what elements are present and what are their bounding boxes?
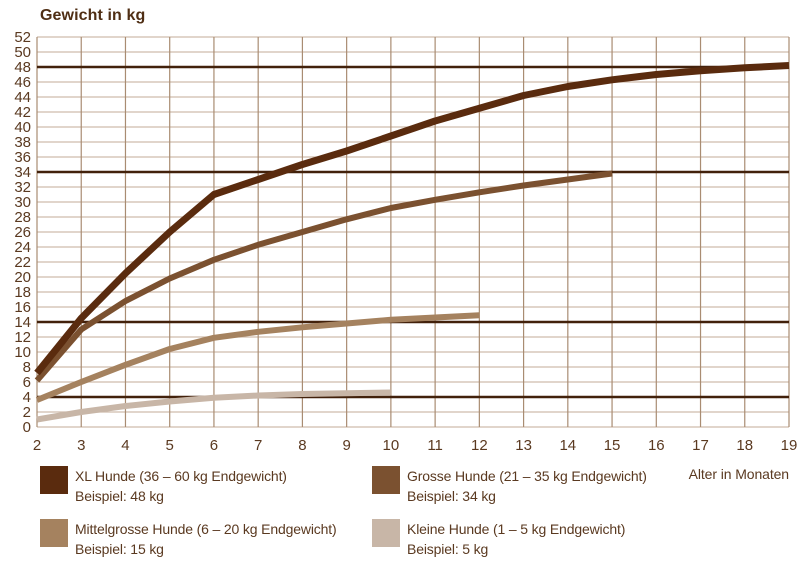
legend-label-xl-hunde: XL Hunde (36 – 60 kg Endgewicht) xyxy=(75,468,287,484)
y-tick-label: 24 xyxy=(14,239,31,256)
y-tick-label: 40 xyxy=(14,119,31,136)
y-tick-label: 12 xyxy=(14,329,31,346)
y-tick-label: 36 xyxy=(14,149,31,166)
legend-item-grosse-hunde: Grosse Hunde (21 – 35 kg Endgewicht) Bei… xyxy=(372,466,647,506)
growth-curve-xl xyxy=(34,62,790,376)
y-axis-title: Gewicht in kg xyxy=(40,7,146,24)
x-tick-label: 19 xyxy=(781,437,798,454)
growth-chart-svg: 0246810121416182022242628303234363840424… xyxy=(14,29,798,454)
legend-label-mittelgrosse-hunde: Mittelgrosse Hunde (6 – 20 kg Endgewicht… xyxy=(75,521,337,537)
y-tick-label: 32 xyxy=(14,179,31,196)
x-tick-label: 12 xyxy=(471,437,488,454)
x-tick-label: 18 xyxy=(736,437,753,454)
x-tick-label: 14 xyxy=(559,437,576,454)
y-tick-label: 16 xyxy=(14,299,31,316)
x-tick-label: 6 xyxy=(210,437,218,454)
y-tick-label: 44 xyxy=(14,89,31,106)
y-tick-label: 18 xyxy=(14,284,31,301)
x-tick-label: 11 xyxy=(427,437,443,454)
legend-swatch-xl-hunde xyxy=(40,466,68,494)
y-tick-label: 20 xyxy=(14,269,31,286)
y-tick-label: 22 xyxy=(14,254,31,271)
y-tick-label: 26 xyxy=(14,224,31,241)
legend-swatch-kleine-hunde xyxy=(372,519,400,547)
legend-swatch-grosse-hunde xyxy=(372,466,400,494)
legend-example-grosse-hunde: Beispiel: 34 kg xyxy=(407,488,496,504)
growth-curve-kleine xyxy=(36,389,391,423)
y-tick-label: 2 xyxy=(23,404,31,421)
y-tick-label: 8 xyxy=(23,359,31,376)
y-tick-label: 52 xyxy=(14,29,31,46)
legend-example-mittelgrosse-hunde: Beispiel: 15 kg xyxy=(75,541,164,557)
growth-curve-grosse xyxy=(34,170,613,383)
x-tick-label: 4 xyxy=(121,437,129,454)
legend-item-xl-hunde: XL Hunde (36 – 60 kg Endgewicht) Beispie… xyxy=(40,466,287,506)
legend-item-mittelgrosse-hunde: Mittelgrosse Hunde (6 – 20 kg Endgewicht… xyxy=(40,519,337,559)
x-tick-label: 3 xyxy=(77,437,85,454)
legend-label-grosse-hunde: Grosse Hunde (21 – 35 kg Endgewicht) xyxy=(407,468,647,484)
x-tick-label: 15 xyxy=(604,437,621,454)
legend-swatch-mittelgrosse-hunde xyxy=(40,519,68,547)
legend-example-kleine-hunde: Beispiel: 5 kg xyxy=(407,541,489,557)
x-tick-label: 5 xyxy=(166,437,174,454)
legend-label-kleine-hunde: Kleine Hunde (1 – 5 kg Endgewicht) xyxy=(407,521,626,537)
y-tick-label: 34 xyxy=(14,164,31,181)
y-tick-label: 10 xyxy=(14,344,31,361)
y-tick-label: 28 xyxy=(14,209,31,226)
y-tick-label: 46 xyxy=(14,74,31,91)
y-tick-label: 0 xyxy=(23,419,31,436)
x-tick-label: 2 xyxy=(33,437,41,454)
x-tick-label: 16 xyxy=(648,437,665,454)
y-tick-label: 50 xyxy=(14,44,31,61)
y-tick-label: 48 xyxy=(14,59,31,76)
y-tick-label: 42 xyxy=(14,104,31,121)
x-tick-label: 8 xyxy=(298,437,306,454)
y-tick-label: 14 xyxy=(14,314,31,331)
x-tick-label: 17 xyxy=(692,437,709,454)
y-tick-label: 4 xyxy=(23,389,31,406)
y-tick-label: 38 xyxy=(14,134,31,151)
x-tick-label: 13 xyxy=(515,437,532,454)
x-axis-title: Alter in Monaten xyxy=(688,466,789,482)
y-tick-label: 30 xyxy=(14,194,31,211)
legend-item-kleine-hunde: Kleine Hunde (1 – 5 kg Endgewicht) Beisp… xyxy=(372,519,625,559)
legend-example-xl-hunde: Beispiel: 48 kg xyxy=(75,488,164,504)
x-tick-label: 7 xyxy=(254,437,262,454)
x-tick-label: 9 xyxy=(342,437,350,454)
y-tick-label: 6 xyxy=(23,374,31,391)
growth-curve-mittelgrosse xyxy=(35,312,480,403)
x-tick-label: 10 xyxy=(383,437,400,454)
